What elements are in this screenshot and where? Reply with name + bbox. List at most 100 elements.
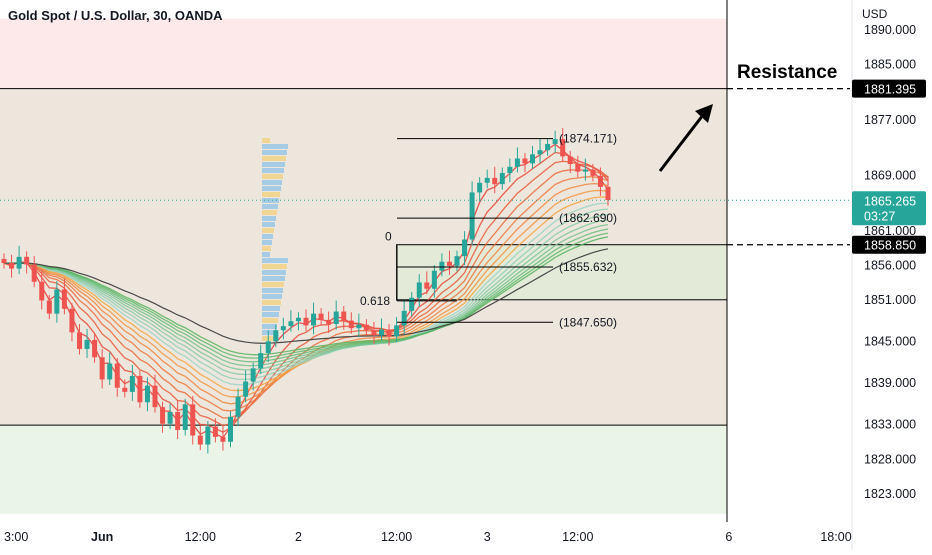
price-tick-label: 1861.000	[864, 224, 916, 238]
volume-profile-bar	[262, 156, 286, 161]
candle-body	[356, 324, 362, 329]
candle-body	[265, 341, 271, 354]
candle-body	[363, 324, 369, 331]
volume-profile-bar	[262, 210, 277, 215]
candle-body	[507, 166, 513, 174]
moving-average-line	[3, 248, 609, 344]
price-tick-label: 1869.000	[864, 168, 916, 182]
candle-body	[9, 263, 15, 269]
candle-body	[54, 289, 60, 314]
volume-profile-bar	[262, 288, 283, 293]
current-price-tag: 1865.265	[864, 194, 916, 208]
candle-body	[605, 186, 611, 201]
ribbon-line	[3, 151, 609, 433]
candle-body	[39, 281, 45, 301]
candle-body	[46, 300, 52, 314]
support-price-tag-bg	[852, 235, 926, 254]
resistance-zone	[0, 18, 727, 89]
time-axis	[0, 522, 852, 550]
ribbon-line	[3, 228, 609, 363]
candle-body	[401, 310, 407, 326]
candle-body	[333, 311, 339, 325]
candle-body	[379, 329, 384, 336]
ribbon-line	[3, 160, 609, 427]
candle-body	[522, 158, 528, 164]
volume-profile-bar	[262, 234, 273, 239]
candle-body	[394, 325, 400, 337]
volume-profile-bar	[262, 186, 281, 191]
candle-body	[416, 282, 422, 298]
candle-body	[250, 368, 256, 382]
candle-body	[288, 321, 294, 327]
candle-body	[560, 139, 566, 157]
volume-profile-bar	[262, 276, 285, 281]
price-tick-label: 1833.000	[864, 418, 916, 432]
time-tick-label: 3:00	[4, 530, 28, 544]
candle-body	[552, 139, 558, 144]
price-tick-label: 1890.000	[864, 23, 916, 37]
volume-profile-bar	[262, 138, 270, 143]
candle-body	[84, 339, 90, 349]
bullish-arrow	[658, 114, 705, 172]
time-tick-label: 2	[295, 530, 302, 544]
volume-profile-bar	[262, 150, 287, 155]
candle-body	[514, 158, 520, 167]
candle-body	[107, 363, 113, 380]
price-tick-label: 1877.000	[864, 113, 916, 127]
candle-body	[477, 182, 483, 193]
price-tick-label: 1856.000	[864, 258, 916, 272]
time-tick-label: 12:00	[185, 530, 216, 544]
candle-body	[114, 363, 120, 388]
candle-body	[122, 387, 128, 392]
candle-body	[545, 143, 551, 151]
volume-profile-bar	[262, 144, 288, 149]
price-tick-label: 1845.000	[864, 335, 916, 349]
candle-body	[235, 396, 241, 417]
candle-body	[182, 404, 188, 430]
candle-body	[280, 326, 286, 331]
volume-profile-bar	[262, 318, 278, 323]
volume-profile-bar	[262, 246, 271, 251]
candle-body	[1, 258, 7, 264]
time-tick-label: 12:00	[562, 530, 593, 544]
candle-body	[152, 385, 158, 408]
volume-profile-bar	[262, 306, 280, 311]
candle-body	[341, 311, 347, 321]
time-tick-label: 3	[484, 530, 491, 544]
resistance-price-tag: 1881.395	[864, 83, 916, 97]
ribbon-line	[3, 219, 609, 371]
fib-618-label: 0.618	[360, 294, 390, 308]
volume-profile-bar	[262, 252, 270, 257]
volume-profile-bar	[262, 312, 279, 317]
candle-body	[92, 339, 98, 358]
candle-body	[537, 150, 543, 155]
time-tick-label: 12:00	[381, 530, 412, 544]
candle-body	[228, 416, 233, 442]
candle-body	[129, 375, 135, 392]
candle-body	[190, 404, 196, 436]
candle-body	[424, 282, 430, 289]
candle-body	[61, 289, 67, 309]
volume-profile-bar	[262, 258, 288, 263]
candle-body	[530, 154, 535, 164]
candle-body	[212, 426, 218, 437]
volume-profile-bar	[262, 324, 277, 329]
time-tick-label: 18:00	[820, 530, 851, 544]
current-price-tag-countdown: 03:27	[864, 209, 895, 223]
candle-body	[24, 256, 30, 265]
resistance-price-tag-bg	[852, 79, 926, 98]
ribbon-line	[3, 213, 609, 376]
zones-layer	[0, 0, 728, 522]
ribbon-line	[3, 236, 609, 356]
resistance-label: Resistance	[737, 62, 837, 83]
price-tick-label: 1839.000	[864, 376, 916, 390]
support-zone	[0, 425, 727, 514]
fib-level-label: (1855.632)	[559, 260, 617, 274]
candle-body	[454, 256, 460, 266]
candle-body	[137, 375, 143, 403]
volume-profile-bar	[262, 180, 282, 185]
ribbon-line	[3, 208, 609, 381]
candle-body	[175, 411, 181, 430]
